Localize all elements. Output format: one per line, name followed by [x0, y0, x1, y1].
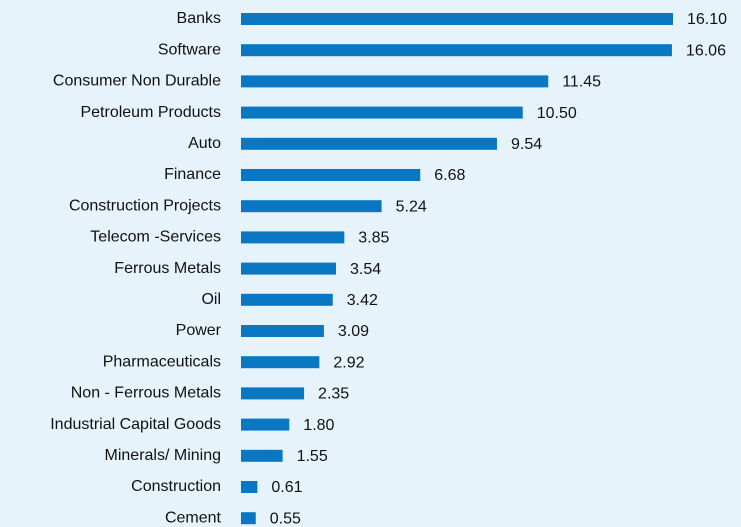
category-label: Minerals/ Mining [105, 447, 221, 464]
category-label: Banks [177, 10, 221, 27]
category-label: Consumer Non Durable [53, 73, 221, 90]
value-label: 5.24 [396, 198, 427, 215]
bar [241, 262, 336, 275]
value-label: 16.10 [687, 11, 727, 28]
category-label: Power [176, 322, 222, 339]
category-label: Pharmaceuticals [103, 353, 221, 370]
category-label: Cement [165, 509, 222, 526]
bar [241, 231, 345, 244]
category-label: Construction [131, 478, 221, 495]
value-label: 1.55 [297, 448, 328, 465]
value-label: 10.50 [537, 105, 577, 122]
value-label: 3.85 [358, 230, 389, 247]
value-label: 3.54 [350, 261, 381, 278]
bar [241, 293, 333, 306]
bar [241, 44, 672, 57]
category-label: Telecom -Services [90, 229, 221, 246]
category-label: Construction Projects [69, 197, 221, 214]
category-label: Oil [201, 291, 221, 308]
value-label: 16.06 [686, 42, 726, 59]
category-label: Finance [164, 166, 221, 183]
value-label: 1.80 [303, 417, 334, 434]
category-label: Auto [188, 135, 221, 152]
category-label: Petroleum Products [80, 104, 221, 121]
bar [241, 449, 283, 462]
bar [241, 106, 523, 119]
value-label: 3.42 [347, 292, 378, 309]
bar [241, 418, 290, 431]
value-label: 2.92 [333, 354, 364, 371]
bar [241, 387, 305, 400]
value-label: 3.09 [338, 323, 369, 340]
bar [241, 200, 382, 213]
bar [241, 481, 258, 493]
value-label: 9.54 [511, 136, 542, 153]
value-label: 6.68 [434, 167, 465, 184]
bar [241, 325, 324, 337]
bar [241, 512, 256, 525]
bar [241, 356, 320, 369]
value-label: 0.55 [270, 510, 301, 527]
value-label: 2.35 [318, 386, 349, 403]
bar [241, 137, 497, 150]
category-label: Industrial Capital Goods [50, 416, 221, 433]
bar [241, 13, 673, 25]
category-label: Ferrous Metals [114, 260, 221, 277]
category-label: Non - Ferrous Metals [71, 385, 221, 402]
bar [241, 169, 421, 181]
category-label: Software [158, 41, 221, 58]
bar [241, 75, 549, 88]
value-label: 11.45 [562, 74, 601, 91]
value-label: 0.61 [271, 479, 302, 496]
